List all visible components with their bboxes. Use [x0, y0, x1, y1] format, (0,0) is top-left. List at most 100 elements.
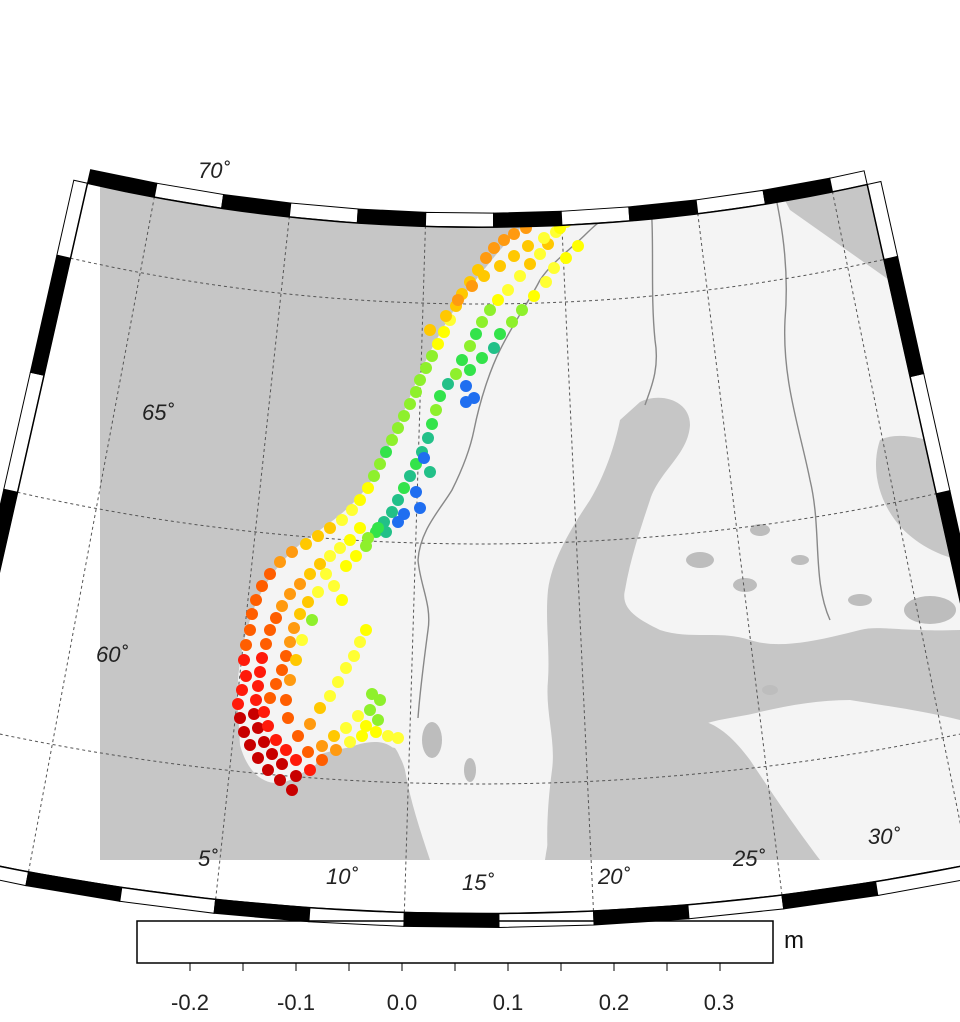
parallel-line — [0, 725, 960, 785]
tide-gauge-point — [336, 594, 348, 606]
tide-gauge-point — [662, 134, 674, 146]
colorbar: m -0.2 -0.1 0.0 0.1 0.2 0.3 — [136, 920, 804, 1015]
tide-gauge-point — [236, 684, 248, 696]
tide-gauge-point — [708, 144, 720, 156]
tide-gauge-point — [314, 558, 326, 570]
tide-gauge-point — [264, 692, 276, 704]
tide-gauge-point — [280, 744, 292, 756]
graticule — [0, 191, 960, 913]
tide-gauge-point — [680, 138, 692, 150]
tide-gauge-point — [282, 712, 294, 724]
tide-gauge-point — [430, 404, 442, 416]
tide-gauge-point — [360, 540, 372, 552]
tide-gauge-point — [292, 730, 304, 742]
tide-gauge-point — [480, 252, 492, 264]
tide-gauge-point — [694, 138, 706, 150]
tide-gauge-point — [306, 614, 318, 626]
tide-gauge-point — [494, 328, 506, 340]
tide-gauge-point — [524, 258, 536, 270]
tide-gauge-point — [398, 410, 410, 422]
tide-gauge-point — [534, 248, 546, 260]
latitude-labels: 60˚ 65˚ 70˚ — [96, 158, 230, 667]
lake-finland-3 — [750, 524, 770, 536]
tide-gauge-point — [354, 494, 366, 506]
tide-gauge-point — [538, 232, 550, 244]
tide-gauge-point — [258, 706, 270, 718]
colorbar-label-5: 0.3 — [704, 990, 735, 1015]
tide-gauge-point — [392, 494, 404, 506]
frame-segment — [492, 210, 563, 228]
frame-segment — [687, 894, 785, 920]
tide-gauge-point — [594, 190, 606, 202]
tide-gauge-point — [238, 654, 250, 666]
tide-gauge-point — [460, 396, 472, 408]
tide-gauge-point — [600, 190, 612, 202]
tide-gauge-point — [374, 694, 386, 706]
tide-gauge-point — [484, 304, 496, 316]
tide-gauge-point — [548, 262, 560, 274]
tide-gauge-point — [424, 466, 436, 478]
colorbar-unit: m — [784, 927, 804, 954]
lake-vattern — [464, 758, 476, 782]
tide-gauge-point — [382, 730, 394, 742]
tide-gauge-point — [296, 634, 308, 646]
tide-gauge-point — [274, 774, 286, 786]
tide-gauge-point — [554, 194, 566, 206]
tide-gauge-point — [340, 662, 352, 674]
border-norway-finland — [649, 183, 766, 193]
tide-gauge-point — [270, 678, 282, 690]
tide-gauge-point — [332, 676, 344, 688]
tide-gauge-point — [244, 739, 256, 751]
tide-gauge-point — [614, 183, 626, 190]
tide-gauge-point — [414, 374, 426, 386]
tide-gauge-point — [280, 694, 292, 706]
tide-gauge-point — [420, 362, 432, 374]
tide-gauge-point — [324, 522, 336, 534]
tide-gauge-point — [248, 708, 260, 720]
tide-gauge-point — [290, 654, 302, 666]
tide-gauge-point — [540, 276, 552, 288]
frame-segment — [25, 871, 123, 902]
meridian-line — [697, 213, 783, 896]
tide-gauge-point — [262, 720, 274, 732]
tide-gauge-point — [334, 542, 346, 554]
border-norway-sweden — [417, 191, 651, 719]
tide-gauge-point — [646, 154, 658, 166]
tide-gauge-point — [316, 740, 328, 752]
tide-gauge-point — [488, 242, 500, 254]
colorbar-ticks — [189, 963, 721, 971]
tide-gauge-point — [312, 586, 324, 598]
tide-gauge-point — [328, 580, 340, 592]
tide-gauge-point — [284, 588, 296, 600]
tide-gauge-point — [422, 432, 434, 444]
tide-gauge-point — [302, 596, 314, 608]
tide-gauge-point — [508, 250, 520, 262]
tide-gauge-point — [392, 422, 404, 434]
tide-gauge-point — [686, 126, 698, 138]
tide-gauge-point — [324, 550, 336, 562]
tide-gauge-point — [466, 280, 478, 292]
tide-gauge-point — [722, 142, 734, 154]
tide-gauge-point — [586, 198, 598, 210]
tide-gauge-point — [284, 674, 296, 686]
tide-gauge-point — [494, 260, 506, 272]
tide-gauge-point — [250, 694, 262, 706]
tide-gauge-point — [514, 270, 526, 282]
tide-gauge-point — [640, 164, 652, 176]
tide-gauge-point — [650, 136, 662, 148]
tide-gauge-point — [434, 390, 446, 402]
parallel-line — [70, 257, 885, 305]
tide-gauge-point — [302, 746, 314, 758]
tide-gauge-point — [522, 240, 534, 252]
tide-gauge-point — [290, 770, 302, 782]
tide-gauge-point — [244, 624, 256, 636]
tide-gauge-point — [324, 690, 336, 702]
tide-gauge-point — [736, 156, 748, 168]
tide-gauge-point — [372, 522, 384, 534]
tide-gauge-point — [348, 650, 360, 662]
tide-gauge-point — [314, 702, 326, 714]
tide-gauge-point — [488, 342, 500, 354]
lon-label-20: 20˚ — [597, 864, 630, 889]
tide-gauge-point — [450, 368, 462, 380]
frame-segment — [119, 886, 217, 914]
